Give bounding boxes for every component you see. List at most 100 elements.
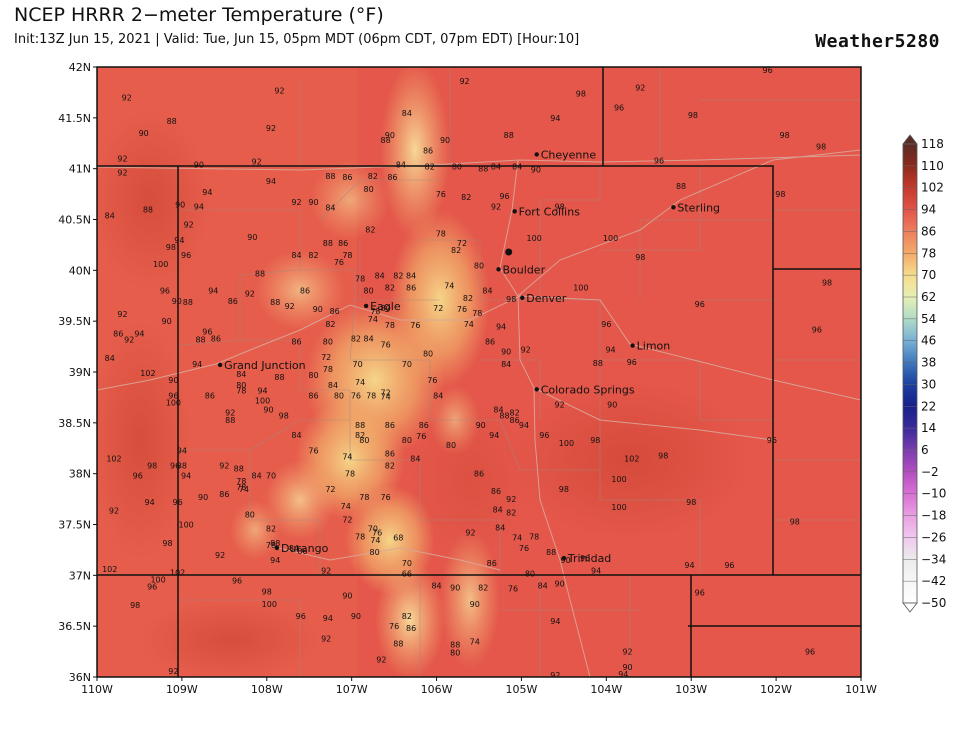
temperature-value: 90	[263, 406, 273, 415]
temperature-value: 94	[181, 472, 191, 481]
colorbar-label: 46	[921, 334, 936, 348]
lon-tick-label: 107W	[336, 683, 368, 696]
temperature-value: 76	[372, 529, 382, 538]
temperature-value: 88	[381, 136, 391, 145]
temperature-value: 86	[385, 449, 395, 458]
temperature-value: 90	[198, 493, 208, 502]
lon-tick-label: 108W	[251, 683, 283, 696]
temperature-value: 90	[501, 348, 511, 357]
temperature-value: 92	[321, 566, 331, 575]
colorbar-label: 38	[921, 356, 936, 370]
temperature-value: 90	[470, 600, 480, 609]
temperature-value: 86	[113, 329, 123, 338]
temperature-value: 96	[627, 358, 637, 367]
temperature-value: 96	[170, 462, 180, 471]
temperature-value: 92	[285, 302, 295, 311]
temperature-value: 70	[402, 360, 412, 369]
temperature-value: 88	[167, 117, 177, 126]
colorbar-label: 22	[921, 399, 936, 413]
temperature-value: 66	[402, 569, 412, 578]
temperature-value: 82	[402, 612, 412, 621]
map-title: NCEP HRRR 2−meter Temperature (°F)	[14, 4, 384, 26]
temperature-value: 84	[493, 505, 503, 514]
temperature-value: 78	[236, 386, 246, 395]
temperature-value: 84	[431, 582, 441, 591]
temperature-value: 84	[501, 360, 511, 369]
temperature-value: 94	[605, 346, 615, 355]
temperature-value: 94	[257, 386, 267, 395]
temperature-value: 80	[402, 436, 412, 445]
lon-tick-label: 104W	[590, 683, 622, 696]
temperature-value: 96	[695, 300, 705, 309]
temperature-value: 100	[153, 260, 168, 269]
temperature-value: 76	[381, 341, 391, 350]
city-label: Sterling	[677, 201, 720, 214]
temperature-value: 84	[402, 109, 412, 118]
temperature-value: 84	[512, 163, 522, 172]
lat-tick-label: 40.5N	[58, 214, 91, 227]
lat-tick-label: 39.5N	[58, 315, 91, 328]
colorbar-label: 78	[921, 246, 936, 260]
temperature-value: 84	[105, 354, 115, 363]
lon-tick-label: 103W	[675, 683, 707, 696]
city-label: Boulder	[503, 263, 546, 276]
temperature-value: 96	[133, 472, 143, 481]
temperature-value: 82	[351, 334, 361, 343]
temperature-value: 98	[635, 253, 645, 262]
temperature-value: 90	[168, 376, 178, 385]
temperature-value: 80	[364, 185, 374, 194]
temperature-value: 90	[622, 663, 632, 672]
temperature-value: 78	[236, 477, 246, 486]
temperature-value: 94	[550, 114, 560, 123]
colorbar-label: 94	[921, 203, 936, 217]
temperature-value: 72	[321, 353, 331, 362]
colorbar-label: 118	[921, 137, 944, 151]
colorbar-label: 54	[921, 312, 936, 326]
temperature-value: 86	[491, 487, 501, 496]
temperature-value: 84	[328, 381, 338, 390]
temperature-value: 94	[202, 188, 212, 197]
city-label: Trinidad	[567, 552, 611, 565]
temperature-value: 86	[228, 297, 238, 306]
temperature-value: 90	[607, 401, 617, 410]
temperature-value: 100	[573, 284, 588, 293]
temperature-value: 100	[611, 475, 626, 484]
city-label: Grand Junction	[224, 359, 306, 372]
temperature-value: 76	[334, 258, 344, 267]
colorbar-label: −18	[921, 509, 946, 523]
temperature-value: 72	[342, 515, 352, 524]
lat-tick-label: 41N	[69, 163, 91, 176]
temperature-value: 92	[225, 409, 235, 418]
temperature-value: 78	[345, 470, 355, 479]
colorbar-label: 14	[921, 421, 936, 435]
colorbar-label: 6	[921, 443, 929, 457]
colorbar-label: 70	[921, 268, 936, 282]
colorbar-label: −10	[921, 487, 946, 501]
temperature-value: 94	[208, 287, 218, 296]
temperature-value: 90	[247, 233, 257, 242]
temperature-value: 86	[297, 547, 307, 556]
temperature-value: 92	[465, 529, 475, 538]
temperature-value: 92	[521, 346, 531, 355]
temperature-value: 78	[366, 391, 376, 400]
temperature-value: 86	[385, 421, 395, 430]
temperature-value: 86	[387, 173, 397, 182]
temperature-value: 82	[393, 271, 403, 280]
city-dot	[561, 555, 567, 561]
temperature-value: 96	[614, 104, 624, 113]
temperature-value: 88	[195, 335, 205, 344]
temperature-value: 78	[385, 321, 395, 330]
temperature-value: 86	[211, 334, 221, 343]
temperature-value: 86	[406, 284, 416, 293]
temperature-value: 88	[183, 298, 193, 307]
temperature-value: 78	[529, 533, 539, 542]
temperature-value: 90	[555, 579, 565, 588]
temperature-value: 86	[338, 239, 348, 248]
temperature-value: 74	[381, 392, 391, 401]
temperature-value: 92	[459, 77, 469, 86]
city-dot	[496, 267, 501, 272]
temperature-value: 92	[506, 495, 516, 504]
temperature-value: 80	[308, 371, 318, 380]
temperature-value: 84	[251, 472, 261, 481]
